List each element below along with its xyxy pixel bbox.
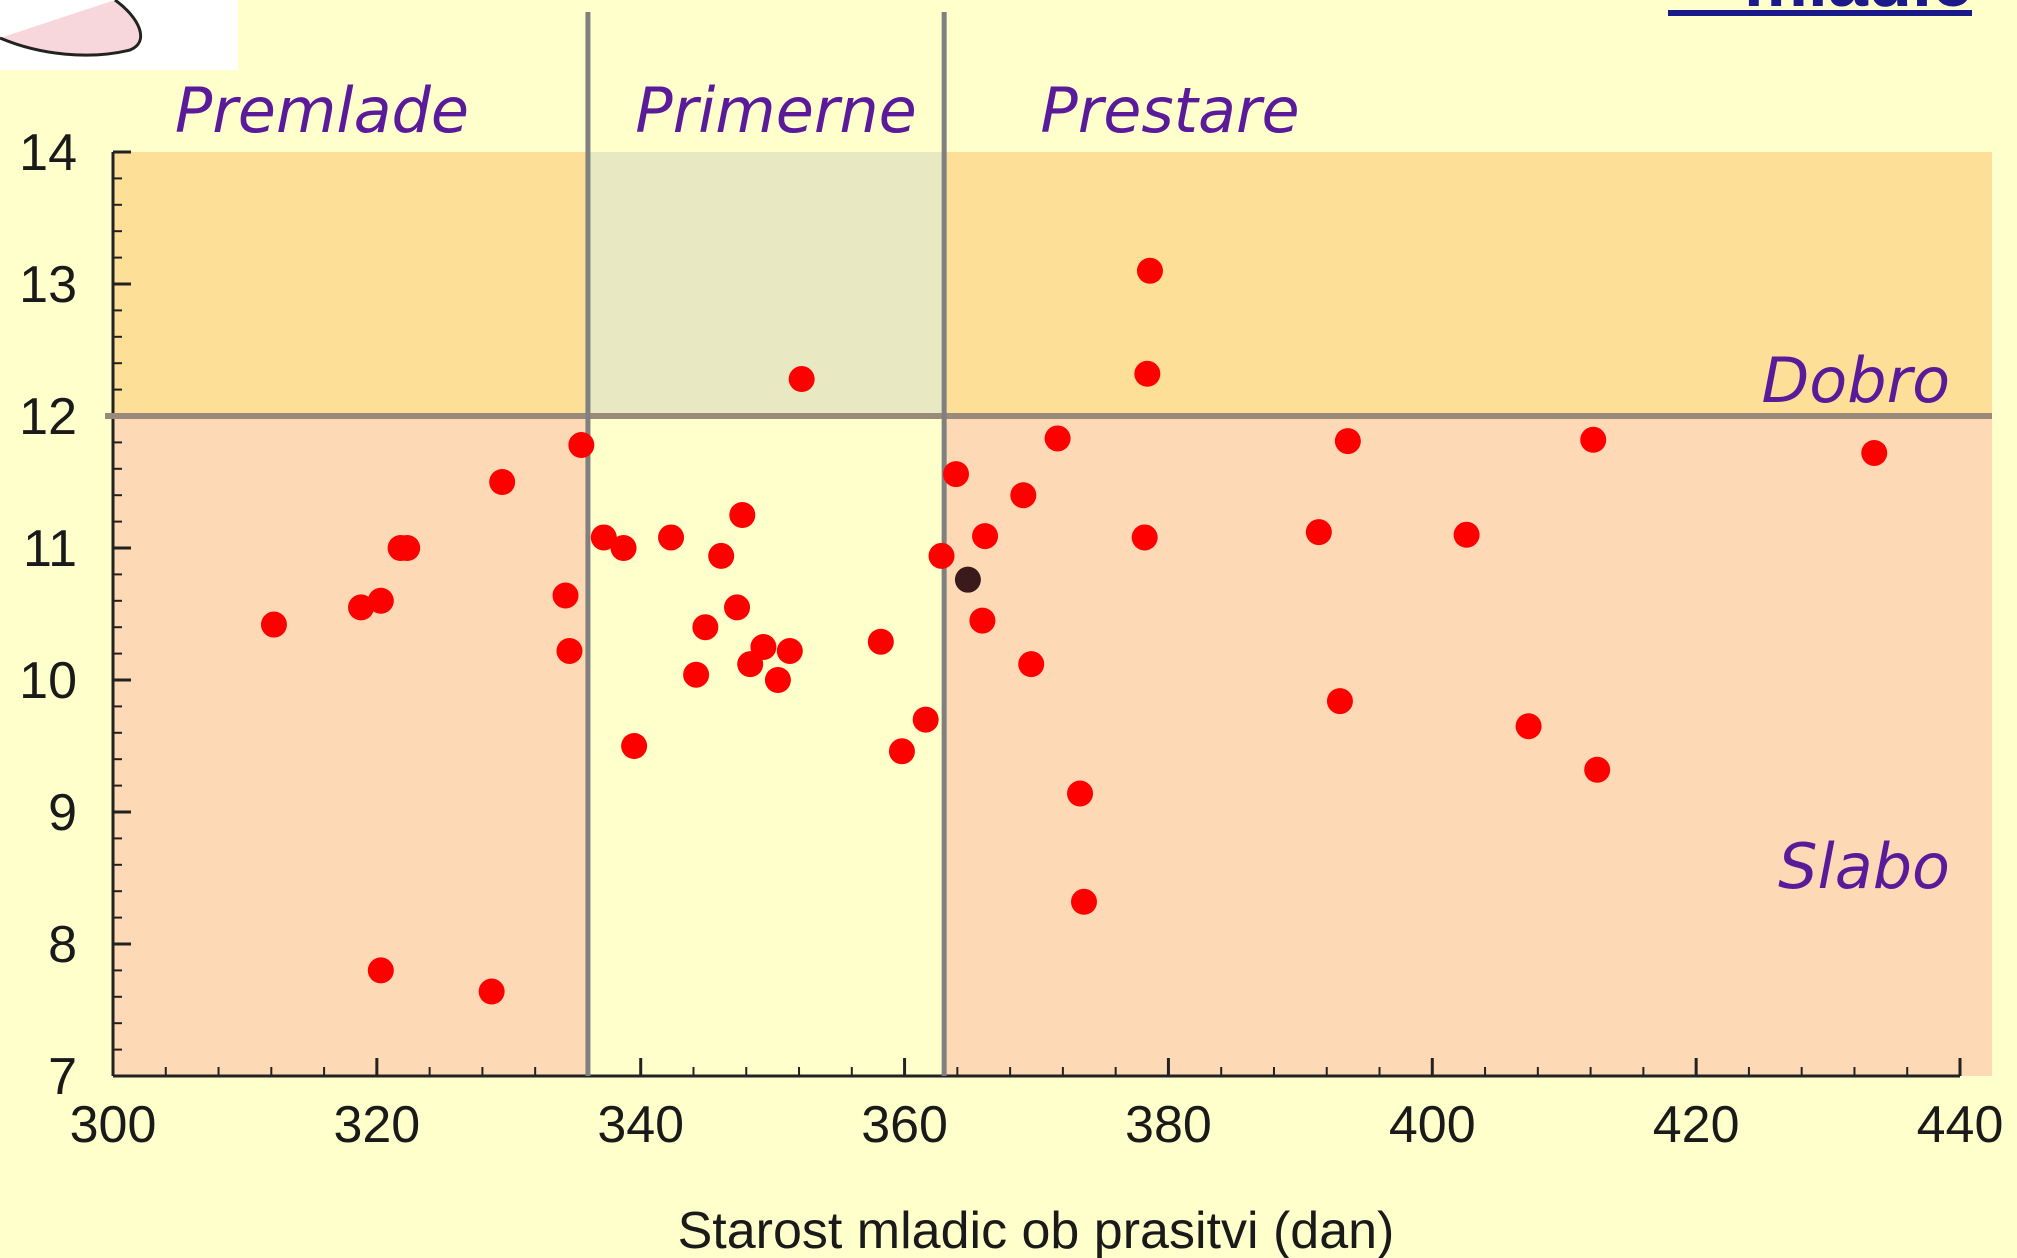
y-tick-label: 13 [19, 256, 77, 314]
data-point [1580, 426, 1607, 453]
data-point [1584, 756, 1611, 783]
y-tick-label: 11 [23, 520, 77, 578]
y-tick-label: 12 [19, 388, 77, 446]
data-point [394, 535, 421, 561]
data-point [776, 637, 803, 664]
data-point [683, 661, 710, 688]
data-point [867, 628, 894, 655]
data-point [556, 637, 583, 664]
data-point [610, 535, 637, 561]
data-point [1326, 688, 1353, 715]
highlighted-data-point [954, 566, 981, 593]
y-tick-label: 10 [19, 652, 77, 710]
data-point [1018, 651, 1045, 678]
zone-label-primerne: Primerne [635, 74, 917, 147]
zone-premlade-slabo [113, 416, 588, 1076]
y-tick-label: 7 [48, 1048, 77, 1106]
data-point [972, 523, 999, 550]
x-tick-label: 440 [1917, 1096, 2004, 1154]
data-point [708, 542, 735, 569]
x-tick-label: 420 [1653, 1096, 1740, 1154]
x-axis: 300 320 340 360 380 400 420 440 [70, 1058, 2004, 1154]
data-point [367, 587, 394, 614]
data-point [888, 738, 915, 765]
data-point [912, 706, 939, 733]
data-point [1305, 519, 1332, 546]
zone-prestare-dobro [944, 152, 1992, 416]
data-point [1067, 780, 1094, 807]
x-tick-label: 360 [861, 1096, 948, 1154]
decorative-drawing [0, 0, 238, 70]
data-point [969, 607, 996, 634]
data-point [260, 611, 287, 638]
data-point [1131, 524, 1158, 551]
x-tick-label: 300 [70, 1096, 157, 1154]
drawing-stroke [0, 0, 143, 57]
data-point [1515, 713, 1542, 740]
data-point [367, 957, 394, 984]
data-point [658, 524, 685, 551]
zone-label-prestare: Prestare [1040, 74, 1299, 147]
zone-premlade-dobro [113, 152, 588, 416]
data-point [764, 667, 791, 693]
data-point [1010, 482, 1037, 509]
zone-label-dobro: Dobro [1762, 344, 1950, 417]
x-tick-label: 340 [597, 1096, 684, 1154]
data-point [568, 432, 595, 459]
data-point [1136, 257, 1163, 284]
data-point [1334, 428, 1361, 455]
x-axis-title: Starost mladic ob prasitvi (dan) [678, 1202, 1395, 1258]
y-axis: 7 8 9 10 11 12 13 14 [19, 124, 131, 1106]
data-point [348, 594, 375, 621]
data-point [692, 614, 719, 641]
zone-prestare-slabo [944, 416, 1992, 1076]
data-point [1044, 425, 1071, 452]
zone-labels: Premlade Primerne Prestare Dobro Slabo [175, 74, 1950, 903]
zone-primerne-slabo [587, 416, 945, 1076]
x-tick-label: 380 [1125, 1096, 1212, 1154]
data-point [1134, 360, 1161, 387]
data-point [1070, 888, 1097, 915]
data-point [1453, 521, 1480, 548]
data-points [260, 257, 1888, 1005]
data-point [478, 978, 505, 1005]
data-point [724, 594, 751, 621]
corner-title: mladic [1668, 0, 1972, 22]
data-point [928, 542, 955, 569]
data-point [729, 502, 756, 528]
data-point [750, 634, 777, 660]
data-point [621, 733, 648, 759]
x-tick-label: 320 [333, 1096, 420, 1154]
plot-background-zones [113, 152, 1992, 1076]
y-tick-label: 8 [48, 916, 77, 974]
zone-label-premlade: Premlade [175, 74, 469, 147]
y-tick-label: 14 [19, 124, 77, 182]
zone-primerne-dobro [587, 152, 945, 416]
data-point [1861, 439, 1888, 466]
data-point [590, 524, 617, 551]
data-point [489, 469, 516, 495]
zone-label-slabo: Slabo [1778, 830, 1950, 903]
x-tick-label: 400 [1389, 1096, 1476, 1154]
data-point [552, 582, 579, 609]
y-tick-label: 9 [48, 784, 77, 842]
data-point [788, 366, 815, 393]
corner-title-underline [1668, 10, 1972, 16]
data-point [943, 461, 970, 488]
